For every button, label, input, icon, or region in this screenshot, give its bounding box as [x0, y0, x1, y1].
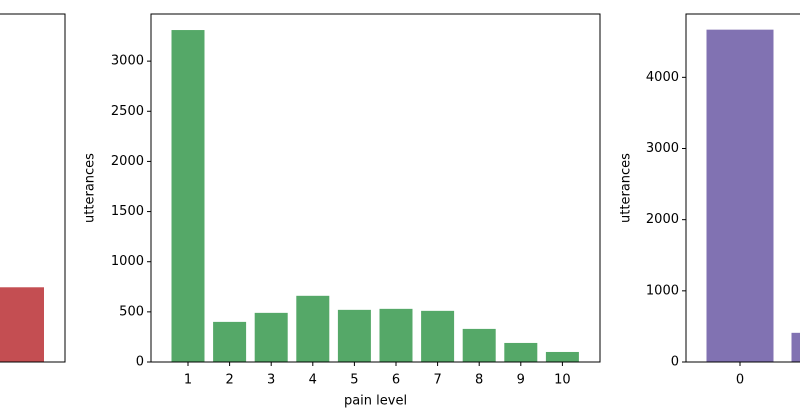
- y-tick-label: 500: [119, 304, 144, 319]
- y-tick-label: 2500: [111, 104, 144, 119]
- bar: [791, 332, 800, 362]
- bar: [504, 342, 538, 362]
- y-axis-label: utterances: [83, 153, 98, 223]
- bar: [171, 30, 205, 362]
- x-tick-label: 1: [184, 373, 192, 388]
- y-tick-label: 1000: [646, 283, 679, 298]
- axes-frame: [685, 13, 800, 363]
- bar: [254, 312, 288, 362]
- x-tick-label: 4: [309, 373, 317, 388]
- x-tick-label: 8: [475, 373, 483, 388]
- bar: [337, 309, 371, 362]
- y-tick-label: 0: [671, 355, 679, 370]
- x-tick-label: 7: [433, 373, 441, 388]
- bar: [421, 310, 455, 362]
- y-axis-label: utterances: [619, 153, 634, 223]
- y-tick-label: 1500: [111, 204, 144, 219]
- y-tick-label: 0: [136, 355, 144, 370]
- y-tick-label: 2000: [111, 154, 144, 169]
- x-tick-label: 2: [225, 373, 233, 388]
- bar: [462, 328, 496, 362]
- x-tick-label: 9: [517, 373, 525, 388]
- bar: [296, 295, 330, 362]
- bar: [379, 308, 413, 362]
- y-tick-label: 3000: [646, 141, 679, 156]
- x-tick-label: 6: [392, 373, 400, 388]
- bar: [545, 351, 579, 362]
- x-tick-label: 0: [736, 373, 744, 388]
- y-tick-label: 1000: [111, 254, 144, 269]
- x-tick-label: 5: [350, 373, 358, 388]
- x-axis-label: pain level: [344, 394, 407, 409]
- x-tick-label: 3: [267, 373, 275, 388]
- y-tick-label: 3000: [111, 54, 144, 69]
- bar: [0, 287, 44, 362]
- bar: [706, 29, 774, 363]
- y-tick-label: 4000: [646, 70, 679, 85]
- y-tick-label: 2000: [646, 212, 679, 227]
- axes-frame: [0, 13, 66, 363]
- axes-frame: [150, 13, 601, 363]
- bar: [213, 321, 247, 362]
- x-tick-label: 10: [554, 373, 571, 388]
